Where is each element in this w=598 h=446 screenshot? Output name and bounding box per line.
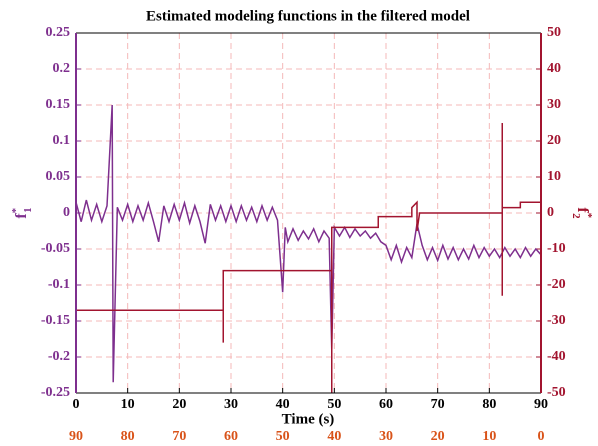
data-line	[75, 104, 542, 383]
x-tick-label: 50	[327, 397, 341, 412]
x-axis-label: Time (s)	[282, 411, 335, 427]
y-tick-label: -0.2	[48, 349, 70, 364]
label-base: f	[574, 207, 591, 213]
y-axis-label: f*2	[570, 207, 594, 219]
x-tick-label: 90	[534, 397, 548, 412]
label-sup: *	[582, 213, 594, 219]
y2label: f*2	[570, 207, 594, 219]
y-tick-label: -0.15	[41, 313, 70, 328]
y2-tick-label: 20	[547, 133, 561, 148]
x-tick-label: 20	[172, 397, 186, 412]
y2-tick-label: -50	[547, 385, 566, 400]
label-base: f	[13, 213, 30, 219]
label-sub: 1	[22, 207, 34, 213]
label-sub: 2	[570, 213, 582, 219]
y-tick-label: -0.1	[48, 277, 70, 292]
data-line	[76, 123, 541, 393]
x2-tick-label: 70	[172, 429, 186, 444]
y2-tick-label: 30	[547, 97, 561, 112]
y-tick-label: 0	[63, 205, 70, 220]
y2-tick-label: -40	[547, 349, 566, 364]
y-tick-label: -0.05	[41, 241, 70, 256]
ylabel: f*1	[10, 207, 34, 218]
y-tick-label: 0.1	[53, 133, 71, 148]
y-tick-label: -0.25	[41, 385, 70, 400]
y-axis-label: f*1	[10, 207, 34, 218]
label-sup: *	[10, 207, 22, 213]
y-tick-label: 0.15	[46, 97, 71, 112]
x2-tick-label: 0	[538, 429, 545, 444]
x-tick-label: 30	[224, 397, 238, 412]
x-tick-label: 60	[379, 397, 393, 412]
x2-tick-label: 40	[327, 429, 341, 444]
y2-tick-label: -20	[547, 277, 566, 292]
y2-tick-label: -10	[547, 241, 566, 256]
x2-tick-label: 60	[224, 429, 238, 444]
y-tick-label: 0.05	[46, 169, 71, 184]
x-tick-label: 10	[121, 397, 135, 412]
x2-tick-label: 80	[121, 429, 135, 444]
y2-tick-label: 0	[547, 205, 554, 220]
x2-tick-label: 50	[276, 429, 290, 444]
y2-tick-label: 10	[547, 169, 561, 184]
x2-tick-label: 10	[482, 429, 496, 444]
x2-tick-label: 20	[431, 429, 445, 444]
y-tick-label: 0.25	[46, 25, 71, 40]
x-tick-label: 40	[276, 397, 290, 412]
x-tick-label: 80	[482, 397, 496, 412]
x-tick-label: 70	[431, 397, 445, 412]
y2-tick-label: -30	[547, 313, 566, 328]
x2-tick-label: 30	[379, 429, 393, 444]
chart-title: Estimated modeling functions in the filt…	[146, 8, 470, 24]
x2-tick-label: 90	[69, 429, 83, 444]
y2-tick-label: 50	[547, 25, 561, 40]
x-tick-label: 0	[73, 397, 80, 412]
y2-tick-label: 40	[547, 61, 561, 76]
y-tick-label: 0.2	[53, 61, 71, 76]
